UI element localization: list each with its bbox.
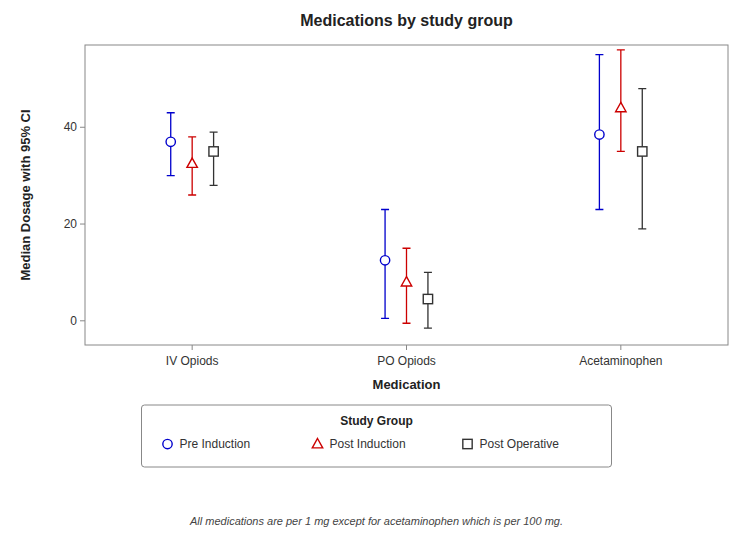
point <box>423 294 432 303</box>
error-bar <box>424 272 432 328</box>
point <box>616 102 626 111</box>
legend-marker <box>463 439 472 448</box>
point <box>166 137 175 146</box>
x-tick-label: Acetaminophen <box>579 354 662 368</box>
chart: Medications by study group 0 20 40 IV Opiods… <box>0 0 753 555</box>
point <box>209 147 218 156</box>
point <box>187 158 197 167</box>
error-bar <box>617 50 625 152</box>
error-bar <box>381 210 389 319</box>
legend-label: Post Induction <box>330 437 406 451</box>
point <box>380 256 389 265</box>
plot-frame <box>85 45 728 345</box>
error-bar <box>167 113 175 176</box>
y-axis-label: Median Dosage with 95% CI <box>18 109 33 280</box>
x-tick <box>620 345 621 350</box>
x-axis-label: Medication <box>373 377 441 392</box>
x-tick <box>192 345 193 350</box>
y-tick <box>80 127 85 128</box>
legend-frame <box>142 405 612 467</box>
plot-area <box>166 50 647 328</box>
error-bar <box>210 132 218 185</box>
x-tick-label: PO Opiods <box>377 354 436 368</box>
y-tick-label: 20 <box>64 217 78 231</box>
y-tick-label: 0 <box>70 314 77 328</box>
legend-marker <box>163 439 172 448</box>
x-tick <box>406 345 407 350</box>
error-bar <box>638 89 646 229</box>
legend-label: Pre Induction <box>180 437 251 451</box>
y-tick-label: 40 <box>64 120 78 134</box>
point <box>638 147 647 156</box>
legend-label: Post Operative <box>480 437 560 451</box>
footnote: All medications are per 1 mg except for … <box>189 515 563 527</box>
legend-marker <box>312 439 322 448</box>
y-tick <box>80 224 85 225</box>
point <box>401 277 411 286</box>
error-bar <box>595 55 603 210</box>
legend: Study Group Pre Induction Post Induction Po… <box>142 405 612 467</box>
point <box>595 130 604 139</box>
x-tick-label: IV Opiods <box>166 354 219 368</box>
title: Medications by study group <box>300 12 513 29</box>
y-tick <box>80 320 85 321</box>
legend-title: Study Group <box>340 414 413 428</box>
